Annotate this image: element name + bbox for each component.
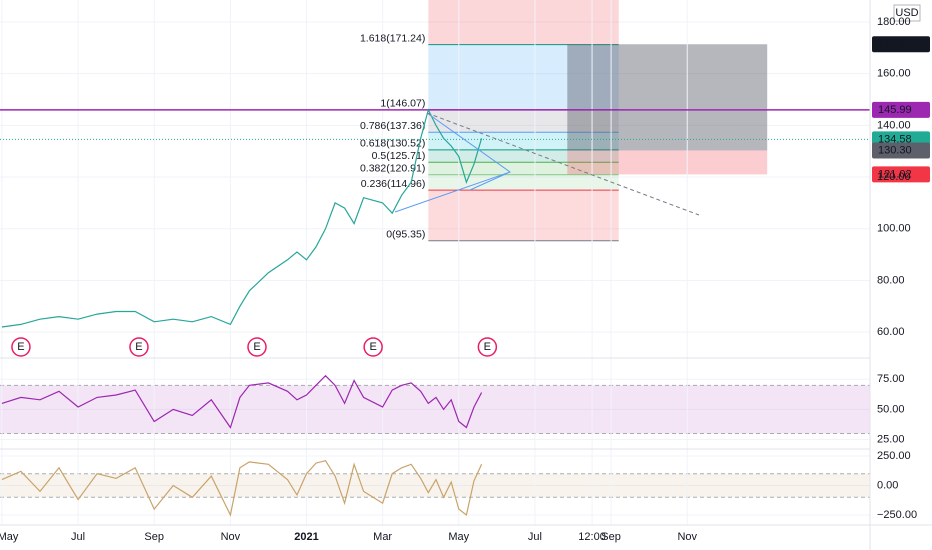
indicator-band	[0, 385, 870, 434]
price-label: 171.38	[878, 38, 912, 50]
earnings-label: E	[253, 341, 260, 353]
fib-label: 0.5(125.71)	[372, 150, 426, 162]
triangle-pattern	[394, 112, 512, 213]
y-tick-label: 50.00	[877, 403, 905, 415]
price-label-box	[872, 142, 930, 159]
price-label: 145.99	[878, 104, 912, 116]
fib-label: 0.382(120.91)	[360, 162, 425, 174]
x-tick-label: Jul	[528, 531, 542, 543]
x-tick-label: 12:00	[578, 531, 606, 543]
x-tick-label: Sep	[144, 531, 164, 543]
fib-band	[428, 190, 619, 241]
x-tick-label: 2021	[294, 531, 318, 543]
earnings-label: E	[484, 341, 491, 353]
stop-zone	[567, 150, 768, 175]
y-tick-label: 60.00	[877, 326, 905, 338]
indicator-band	[0, 473, 870, 498]
fib-band	[428, 44, 619, 110]
x-tick-label: Jul	[71, 531, 85, 543]
earnings-label: E	[369, 341, 376, 353]
fib-band	[428, 109, 619, 133]
earnings-marker	[11, 337, 31, 357]
fib-band	[428, 174, 619, 191]
y-tick-label: 100.00	[877, 223, 911, 235]
y-tick-label: 180.00	[877, 16, 911, 28]
fib-band	[428, 162, 619, 175]
price-label-box	[872, 101, 930, 118]
y-tick-label: 120.00	[877, 171, 911, 183]
price-label: 130.30	[878, 144, 912, 156]
fib-band	[428, 132, 619, 150]
fib-label: 1(146.07)	[380, 97, 425, 109]
cci-line	[1, 460, 483, 517]
plot: 1.618(171.24) 1(146.07) 0.786(137.36) 0.618…	[0, 32, 930, 517]
currency-box[interactable]	[893, 4, 921, 22]
price-line	[1, 108, 483, 328]
y-tick-label: 0.00	[877, 479, 898, 491]
price-label-box	[872, 166, 930, 183]
y-tick-label: −250.00	[877, 509, 917, 521]
fib-label: 0.618(130.52)	[360, 138, 425, 150]
earnings-label: E	[17, 341, 24, 353]
rsi-line	[1, 374, 483, 429]
earnings-marker	[129, 337, 149, 357]
x-tick-label: May	[448, 531, 469, 543]
earnings-marker	[477, 337, 498, 357]
earnings-marker	[363, 337, 383, 357]
fib-label: 1.618(171.24)	[360, 32, 425, 44]
y-tick-label: 75.00	[877, 373, 905, 385]
price-label-box	[872, 36, 930, 53]
x-tick-label: Mar	[373, 531, 392, 543]
y-tick-label: 25.00	[877, 433, 905, 445]
target-zone	[428, 0, 619, 45]
y-tick-label: 140.00	[877, 119, 911, 131]
price-label: 134.58	[878, 133, 912, 145]
x-tick-label: Nov	[677, 531, 697, 543]
fib-label: 0.236(114.96)	[361, 178, 426, 190]
fib-label: 0.786(137.36)	[360, 120, 425, 132]
earnings-marker	[247, 337, 267, 357]
x-tick-label: May	[0, 531, 19, 543]
currency: USD	[895, 7, 918, 19]
y-tick-label: 80.00	[877, 274, 905, 286]
y-tick-label: 160.00	[877, 68, 911, 80]
x-tick-label: Sep	[601, 531, 621, 543]
fib-label: 0(95.35)	[386, 229, 425, 241]
x-tick-label: Nov	[221, 531, 241, 543]
drawings	[0, 0, 870, 525]
earnings-label: E	[135, 341, 142, 353]
y-tick-label: 250.00	[877, 450, 911, 462]
profit-zone	[567, 44, 768, 151]
price-label: 121.02	[878, 168, 912, 180]
